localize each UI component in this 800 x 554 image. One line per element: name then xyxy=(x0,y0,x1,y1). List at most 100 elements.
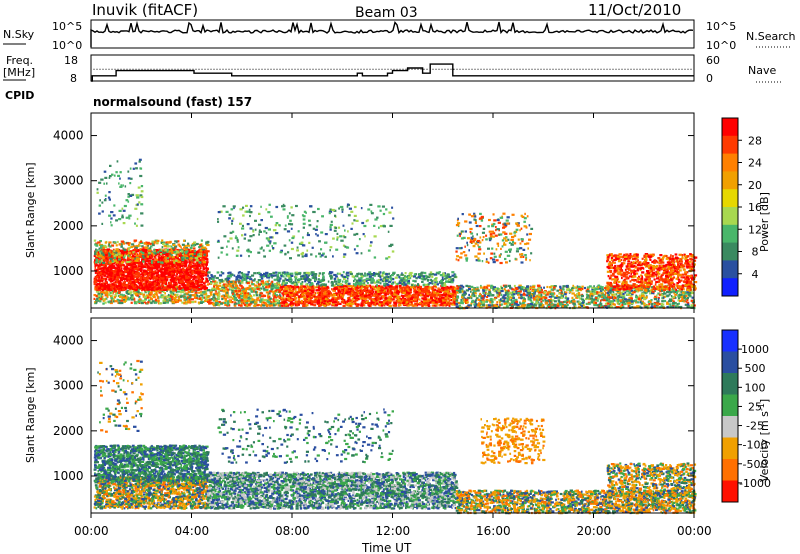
echo-cell xyxy=(142,256,146,259)
echo-cell xyxy=(151,254,154,257)
echo-cell xyxy=(348,293,352,296)
echo-cell xyxy=(173,257,176,261)
echo-cell xyxy=(104,249,108,252)
echo-cell xyxy=(434,299,437,302)
echo-cell xyxy=(144,283,148,286)
echo-cell xyxy=(239,304,243,307)
echo-cell xyxy=(153,248,156,251)
echo-cell xyxy=(431,301,435,304)
echo-cell xyxy=(100,252,104,255)
echo-cell xyxy=(367,295,370,299)
echo-cell xyxy=(134,280,138,283)
echo-cell xyxy=(229,280,233,283)
echo-cell xyxy=(442,304,444,307)
nsky-trace xyxy=(90,20,694,47)
echo-cell xyxy=(129,258,133,261)
echo-cell xyxy=(321,295,324,298)
echo-cell xyxy=(204,285,207,288)
echo-cell xyxy=(99,253,102,256)
echo-cell xyxy=(155,293,158,296)
echo-cell xyxy=(100,275,103,279)
echo-cell xyxy=(430,287,433,290)
echo-cell xyxy=(228,271,232,274)
echo-cell xyxy=(224,299,227,302)
echo-cell xyxy=(113,281,116,284)
echo-cell xyxy=(98,247,101,250)
echo-cell xyxy=(115,248,119,251)
echo-cell xyxy=(111,253,115,256)
echo-cell xyxy=(211,287,214,290)
echo-cell xyxy=(105,272,108,275)
echo-cell xyxy=(192,256,195,259)
echo-cell xyxy=(383,301,387,304)
echo-cell xyxy=(278,284,281,287)
echo-cell xyxy=(130,263,134,266)
echo-cell xyxy=(119,299,124,302)
echo-cell xyxy=(331,297,335,300)
echo-cell xyxy=(169,245,171,248)
echo-cell xyxy=(210,281,213,284)
echo-cell xyxy=(290,302,295,305)
echo-cell xyxy=(198,280,202,283)
echo-cell xyxy=(183,298,186,301)
echo-cell xyxy=(424,295,427,299)
echo-cell xyxy=(372,287,374,290)
echo-cell xyxy=(128,242,131,245)
echo-cell xyxy=(305,300,309,304)
echo-cell xyxy=(447,297,450,300)
echo-cell xyxy=(317,298,321,301)
echo-cell xyxy=(187,252,190,255)
echo-cell xyxy=(170,248,173,251)
echo-cell xyxy=(117,240,119,244)
echo-cell xyxy=(177,270,181,273)
echo-cell xyxy=(99,263,103,266)
echo-cell xyxy=(238,271,241,274)
echo-cell xyxy=(101,261,105,264)
echo-cell xyxy=(265,286,267,289)
echo-cell xyxy=(119,280,122,283)
echo-cell xyxy=(161,284,164,287)
echo-cell xyxy=(330,294,334,297)
echo-cell xyxy=(102,270,106,273)
echo-cell xyxy=(437,287,440,290)
echo-cell xyxy=(189,300,192,303)
echo-cell xyxy=(324,290,327,293)
echo-cell xyxy=(356,286,360,289)
nsky-tick-top: 10^5 xyxy=(52,20,82,33)
echo-cell xyxy=(403,286,406,289)
echo-cell xyxy=(166,245,170,248)
echo-cell xyxy=(151,251,153,254)
echo-cell xyxy=(273,278,277,281)
echo-cell xyxy=(146,255,149,258)
echo-cell xyxy=(153,283,156,286)
echo-cell xyxy=(289,285,292,288)
echo-cell xyxy=(260,282,262,286)
echo-cell xyxy=(427,298,431,301)
echo-cell xyxy=(180,263,184,266)
echo-cell xyxy=(347,284,351,287)
echo-cell xyxy=(229,275,233,278)
echo-cell xyxy=(310,303,314,306)
echo-cell xyxy=(199,264,203,267)
echo-cell xyxy=(357,303,360,306)
echo-cell xyxy=(186,296,189,299)
echo-cell xyxy=(178,297,180,300)
echo-cell xyxy=(274,303,277,307)
date-title: 11/Oct/2010 xyxy=(588,1,681,19)
echo-cell xyxy=(137,261,140,264)
echo-cell xyxy=(173,269,176,272)
echo-cell xyxy=(113,252,117,255)
echo-cell xyxy=(101,273,104,276)
echo-cell xyxy=(108,266,112,269)
echo-cell xyxy=(192,289,196,292)
echo-cell xyxy=(328,303,331,306)
echo-cell xyxy=(117,280,120,283)
echo-cell xyxy=(393,292,396,295)
echo-cell xyxy=(118,253,121,256)
echo-cell xyxy=(158,286,161,289)
echo-cell xyxy=(102,277,106,280)
echo-cell xyxy=(154,252,157,255)
echo-cell xyxy=(347,297,351,300)
echo-cell xyxy=(375,298,378,302)
echo-cell xyxy=(159,259,162,262)
